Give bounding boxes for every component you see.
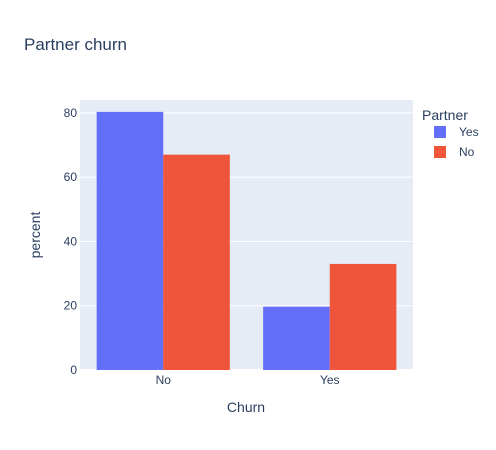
bar[interactable] bbox=[263, 306, 330, 370]
x-tick-label: Yes bbox=[320, 373, 340, 387]
y-tick-label: 40 bbox=[64, 234, 78, 248]
x-axis-ticks: No Yes bbox=[156, 373, 340, 387]
bars bbox=[96, 111, 397, 371]
y-tick-label: 20 bbox=[64, 299, 78, 313]
legend-title: Partner bbox=[422, 107, 468, 123]
legend-label[interactable]: No bbox=[459, 145, 475, 159]
y-tick-label: 80 bbox=[64, 106, 78, 120]
bar[interactable] bbox=[163, 154, 230, 370]
legend-swatch[interactable] bbox=[434, 146, 446, 158]
legend[interactable]: Partner Yes No bbox=[422, 107, 479, 159]
legend-label[interactable]: Yes bbox=[459, 125, 479, 139]
y-axis-ticks: 0 20 40 60 80 bbox=[64, 106, 78, 377]
y-tick-label: 0 bbox=[70, 363, 77, 377]
y-axis-title: percent bbox=[27, 212, 43, 259]
y-tick-label: 60 bbox=[64, 170, 78, 184]
bar[interactable] bbox=[329, 263, 397, 370]
x-axis-title: Churn bbox=[227, 399, 265, 415]
legend-swatch[interactable] bbox=[434, 126, 446, 138]
chart-title: Partner churn bbox=[24, 35, 127, 54]
x-tick-label: No bbox=[156, 373, 172, 387]
bar[interactable] bbox=[96, 111, 164, 371]
